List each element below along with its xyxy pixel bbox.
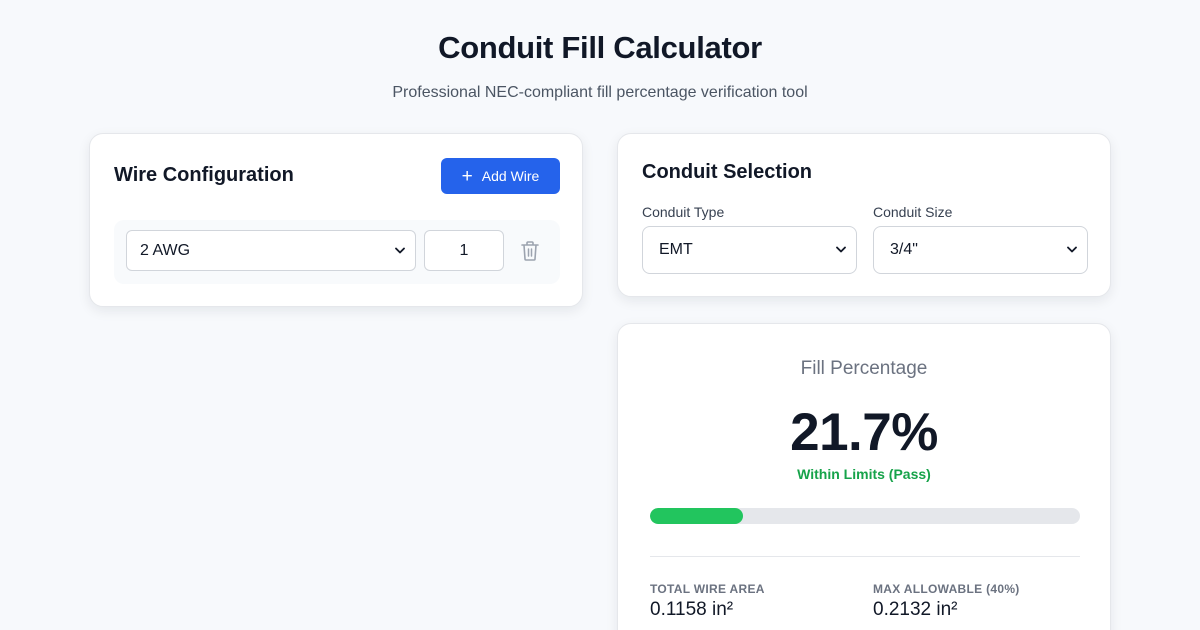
page-title: Conduit Fill Calculator	[438, 30, 762, 65]
wire-configuration-title: Wire Configuration	[114, 164, 294, 186]
max-allowable-value: 0.2132 in²	[873, 599, 958, 620]
wire-gauge-value: 2 AWG	[140, 241, 191, 259]
fill-percentage-value: 21.7%	[790, 403, 938, 462]
chevron-down-icon	[836, 246, 846, 253]
fill-progress-bar	[650, 508, 1080, 524]
chevron-down-icon	[1067, 246, 1077, 253]
divider	[650, 556, 1080, 557]
conduit-type-value: EMT	[659, 241, 693, 258]
page-subtitle: Professional NEC-compliant fill percenta…	[392, 84, 808, 101]
trash-icon[interactable]	[520, 240, 540, 262]
total-wire-area-label: TOTAL WIRE AREA	[650, 582, 765, 596]
conduit-type-label: Conduit Type	[642, 204, 725, 220]
add-wire-button[interactable]: + Add Wire	[441, 158, 560, 194]
conduit-selection-title: Conduit Selection	[642, 161, 812, 183]
fill-result-card: Fill Percentage 21.7% Within Limits (Pas…	[617, 323, 1111, 630]
max-allowable-label: MAX ALLOWABLE (40%)	[873, 582, 1020, 596]
wire-gauge-select[interactable]: 2 AWG	[126, 230, 416, 271]
conduit-size-value: 3/4"	[890, 241, 918, 258]
page-header: Conduit Fill Calculator Professional NEC…	[0, 30, 1200, 102]
status-badge: Within Limits (Pass)	[797, 466, 931, 482]
fill-percentage-label: Fill Percentage	[800, 358, 928, 379]
wire-configuration-card: Wire Configuration + Add Wire 2 AWG 1	[89, 133, 583, 307]
conduit-selection-card: Conduit Selection Conduit Type Conduit S…	[617, 133, 1111, 297]
total-wire-area-value: 0.1158 in²	[650, 599, 734, 620]
conduit-type-select[interactable]: EMT	[642, 226, 857, 274]
chevron-down-icon	[395, 247, 405, 253]
plus-icon: +	[461, 165, 473, 187]
wire-quantity-value: 1	[459, 241, 469, 259]
wire-row: 2 AWG 1	[114, 220, 560, 284]
conduit-size-select[interactable]: 3/4"	[873, 226, 1088, 274]
wire-quantity-input[interactable]: 1	[424, 230, 504, 271]
conduit-size-label: Conduit Size	[873, 204, 953, 220]
fill-progress-fill	[650, 508, 744, 524]
add-wire-label: Add Wire	[481, 168, 540, 184]
